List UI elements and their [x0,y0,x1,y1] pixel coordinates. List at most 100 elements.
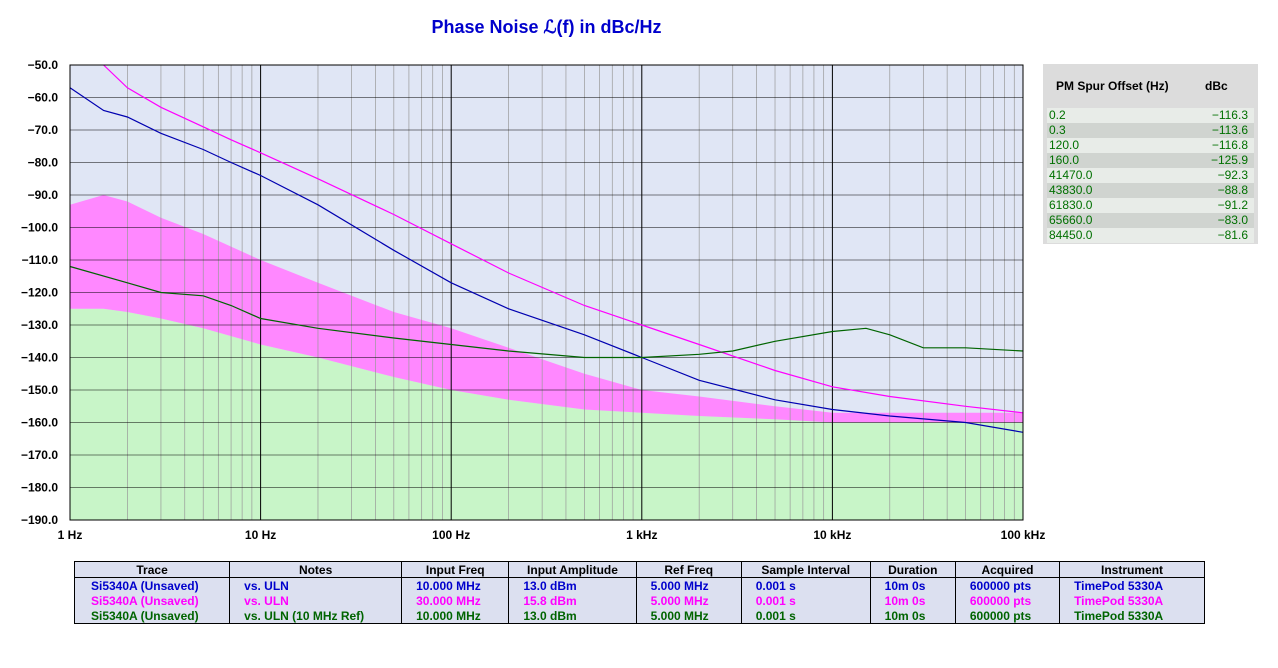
spur-dbc-value: −92.3 [1217,168,1248,182]
spur-dbc-value: −91.2 [1217,198,1248,212]
spur-dbc-value: −116.8 [1211,138,1248,152]
legend-cell: 5.000 MHz [636,608,742,624]
legend-cell: 10m 0s [870,608,956,624]
legend-row: Si5340A (Unsaved) vs. ULN 30.000 MHz 15.8 d… [74,593,1205,608]
y-tick-label: −140.0 [21,351,58,365]
spur-dbc-value: −88.8 [1217,183,1248,197]
phase-noise-plot: −50.0 −60.0 −70.0 −80.0 −90.0 −100.0 −110.0 −12… [21,58,1046,542]
spur-offset-value: 61830.0 [1049,198,1093,212]
spur-dbc-value: −116.3 [1211,108,1248,122]
legend-cell: Si5340A (Unsaved) [74,593,231,608]
y-tick-label: −120.0 [21,286,58,300]
plot-frame [69,64,1024,521]
spur-offset-value: 160.0 [1049,153,1080,167]
legend-cell: vs. ULN [229,577,403,593]
x-tick-label: 1 kHz [626,528,657,542]
legend-cell: 10.000 MHz [401,577,510,593]
spur-row: 43830.0 −88.8 [1047,183,1254,198]
y-tick-label: −50.0 [28,58,59,72]
legend-cell: 10.000 MHz [401,608,510,624]
series-line-1 [69,87,1024,433]
y-tick-label: −70.0 [28,123,59,137]
y-tick-label: −110.0 [22,253,59,267]
legend-cell: 10m 0s [870,577,956,593]
spur-offset-value: 0.2 [1049,108,1066,122]
floor-region [70,308,1023,520]
legend-header-cell: Sample Interval [741,561,871,578]
spur-row: 61830.0 −91.2 [1047,198,1254,213]
y-tick-label: −190.0 [21,513,58,527]
trace-legend-table: Trace Notes Input Freq Input Amplitude Ref F… [74,561,1205,624]
legend-cell: 30.000 MHz [401,593,510,608]
legend-cell: 5.000 MHz [636,593,742,608]
spur-table: PM Spur Offset (Hz) dBc 0.2 −116.3 0.3 −113… [1043,64,1258,244]
spur-dbc-header: dBc [1205,79,1228,93]
x-tick-label: 100 kHz [1001,528,1046,542]
legend-cell: vs. ULN (10 MHz Ref) [229,608,403,624]
y-tick-label: −60.0 [28,91,59,105]
spur-offset-value: 0.3 [1049,123,1066,137]
x-tick-label: 100 Hz [432,528,470,542]
legend-header-row: Trace Notes Input Freq Input Amplitude Ref F… [74,561,1205,578]
legend-cell: 600000 pts [955,608,1061,624]
legend-cell: Si5340A (Unsaved) [74,608,231,624]
x-tick-label: 1 Hz [58,528,83,542]
series-line-2 [69,265,1024,359]
y-tick-label: −90.0 [28,188,59,202]
legend-cell: 13.0 dBm [508,608,637,624]
legend-header-cell: Notes [229,561,403,578]
spur-row: 41470.0 −92.3 [1047,168,1254,183]
legend-cell: 5.000 MHz [636,577,742,593]
spur-row: 160.0 −125.9 [1047,153,1254,168]
y-tick-label: −100.0 [21,221,58,235]
spur-offset-value: 43830.0 [1049,183,1093,197]
legend-cell: 10m 0s [870,593,956,608]
legend-header-cell: Input Amplitude [508,561,637,578]
legend-header-cell: Acquired [955,561,1061,578]
legend-header-cell: Input Freq [401,561,510,578]
x-tick-label: 10 Hz [245,528,276,542]
spur-row: 120.0 −116.8 [1047,138,1254,153]
spur-dbc-value: −83.0 [1217,213,1248,227]
series-line-0 [103,64,1024,414]
legend-cell: 0.001 s [741,577,871,593]
spur-offset-value: 41470.0 [1049,168,1093,182]
legend-cell: TimePod 5330A [1059,577,1205,593]
y-tick-label: −170.0 [21,448,58,462]
legend-header-cell: Duration [870,561,956,578]
legend-cell: Si5340A (Unsaved) [74,577,231,593]
legend-cell: 600000 pts [955,593,1061,608]
legend-body: Si5340A (Unsaved) vs. ULN 10.000 MHz 13.0 d… [74,577,1205,624]
legend-header-cell: Ref Freq [636,561,742,578]
legend-cell: 15.8 dBm [508,593,637,608]
spur-row: 0.3 −113.6 [1047,123,1254,138]
legend-cell: TimePod 5330A [1059,608,1205,624]
legend-cell: 13.0 dBm [508,577,637,593]
spur-dbc-value: −125.9 [1210,153,1248,167]
y-tick-label: −150.0 [21,383,58,397]
legend-cell: TimePod 5330A [1059,593,1205,608]
legend-cell: 0.001 s [741,608,871,624]
spur-table-body: 0.2 −116.3 0.3 −113.6 120.0 −116.8 160.0 −125.9… [1043,108,1258,243]
legend-cell: vs. ULN [229,593,403,608]
spur-row: 84450.0 −81.6 [1047,228,1254,243]
spur-row: 65660.0 −83.0 [1047,213,1254,228]
spur-offset-value: 65660.0 [1049,213,1093,227]
spur-offset-value: 120.0 [1049,138,1080,152]
spur-dbc-value: −81.6 [1217,228,1248,242]
spur-offset-value: 84450.0 [1049,228,1093,242]
legend-header-cell: Instrument [1059,561,1205,578]
spur-dbc-value: −113.6 [1211,123,1248,137]
y-tick-label: −160.0 [21,416,58,430]
spur-offset-header: PM Spur Offset (Hz) [1056,79,1169,93]
legend-row: Si5340A (Unsaved) vs. ULN (10 MHz Ref) 10.… [74,608,1205,624]
y-tick-label: −80.0 [28,156,59,170]
spur-row: 0.2 −116.3 [1047,108,1254,123]
legend-row: Si5340A (Unsaved) vs. ULN 10.000 MHz 13.0 d… [74,577,1205,593]
y-tick-label: −130.0 [21,318,58,332]
y-tick-label: −180.0 [21,481,58,495]
legend-cell: 600000 pts [955,577,1061,593]
x-tick-label: 10 kHz [813,528,851,542]
legend-header-cell: Trace [74,561,231,578]
chart-title: Phase Noise ℒ(f) in dBc/Hz [431,17,662,37]
